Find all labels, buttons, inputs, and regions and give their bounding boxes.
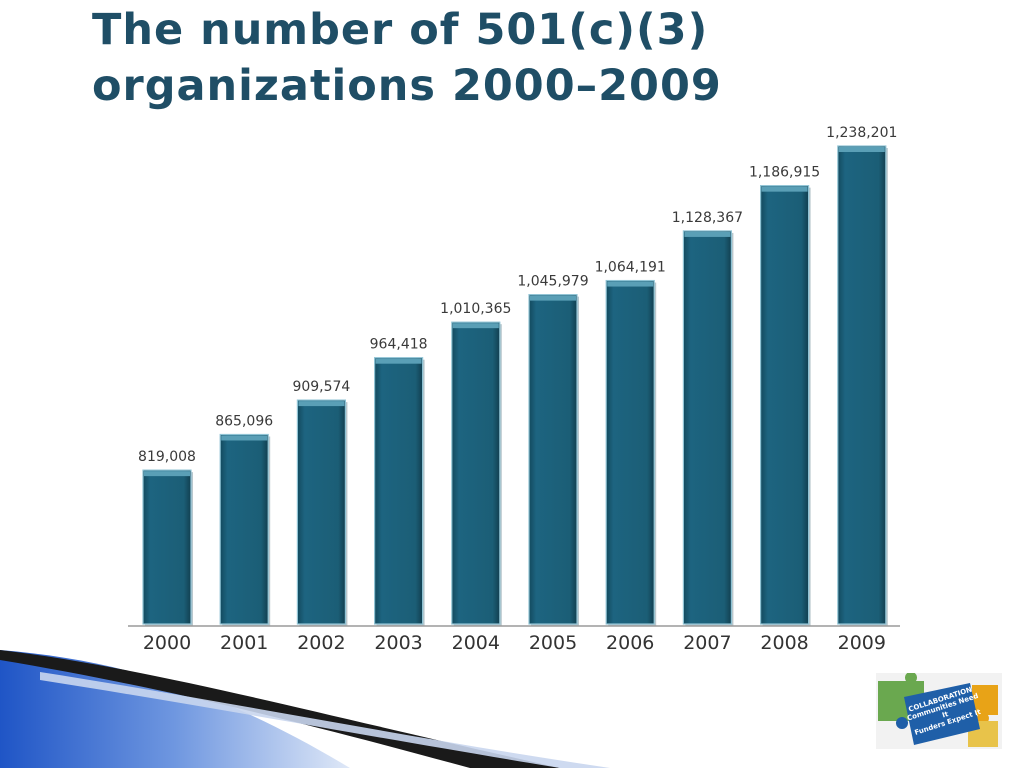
- collaboration-logo: COLLABORATION Communities Need It Funder…: [876, 673, 1002, 749]
- x-tick-label: 2006: [606, 632, 654, 654]
- x-tick-label: 2001: [220, 632, 268, 654]
- bar-rect: [605, 279, 655, 625]
- x-tick-label: 2003: [374, 632, 422, 654]
- bars-layer: [142, 145, 888, 626]
- x-tick-label: 2000: [143, 632, 191, 654]
- bar-rect: [528, 294, 578, 625]
- bar-cap: [452, 323, 499, 329]
- bar-value-label: 1,045,979: [517, 274, 588, 290]
- puzzle-icon: [878, 673, 998, 747]
- bar-value-label: 865,096: [215, 413, 273, 429]
- labels-layer: 819,008 2000 865,096 2001 909,574 2002 964,418…: [138, 125, 897, 654]
- bar-cap: [607, 281, 654, 287]
- bar-value-label: 1,064,191: [595, 260, 666, 276]
- bar-rect: [374, 357, 424, 625]
- bar-rect: [142, 469, 192, 625]
- bar-2002: [296, 399, 348, 626]
- bar-rect: [759, 185, 810, 625]
- x-tick-label: 2008: [760, 632, 808, 654]
- x-tick-label: 2005: [529, 632, 577, 654]
- bar-cap: [684, 231, 731, 237]
- bar-rect: [219, 433, 269, 625]
- bar-cap: [530, 295, 576, 301]
- bar-2004: [451, 321, 502, 626]
- title-line-2: organizations 2000–2009: [92, 61, 722, 111]
- bar-cap: [144, 471, 190, 477]
- bar-2000: [142, 469, 193, 626]
- bar-value-label: 1,128,367: [672, 210, 743, 226]
- bar-cap: [221, 435, 268, 441]
- bar-value-label: 1,010,365: [440, 301, 511, 317]
- bar-2008: [759, 185, 811, 626]
- bar-2005: [528, 294, 579, 626]
- x-tick-label: 2009: [838, 632, 886, 654]
- x-tick-label: 2002: [297, 632, 345, 654]
- x-tick-label: 2007: [683, 632, 731, 654]
- bar-value-label: 819,008: [138, 449, 196, 465]
- bar-2006: [605, 279, 657, 626]
- bar-rect: [451, 321, 501, 625]
- bar-2003: [374, 357, 425, 626]
- bar-cap: [375, 358, 422, 364]
- bar-2009: [837, 145, 888, 626]
- bar-value-label: 1,238,201: [826, 125, 897, 141]
- bar-2007: [682, 230, 734, 626]
- bar-rect: [296, 399, 346, 625]
- x-tick-label: 2004: [452, 632, 500, 654]
- bar-value-label: 1,186,915: [749, 165, 820, 181]
- bar-2001: [219, 433, 271, 626]
- bar-rect: [837, 145, 887, 625]
- title-line-1: The number of 501(c)(3): [92, 5, 709, 55]
- bar-cap: [838, 147, 885, 152]
- slide-title: The number of 501(c)(3) organizations 20…: [92, 2, 852, 114]
- bar-cap: [298, 401, 345, 407]
- bar-rect: [682, 230, 733, 625]
- bar-value-label: 964,418: [370, 337, 428, 353]
- bar-value-label: 909,574: [292, 379, 350, 395]
- bar-cap: [761, 186, 808, 192]
